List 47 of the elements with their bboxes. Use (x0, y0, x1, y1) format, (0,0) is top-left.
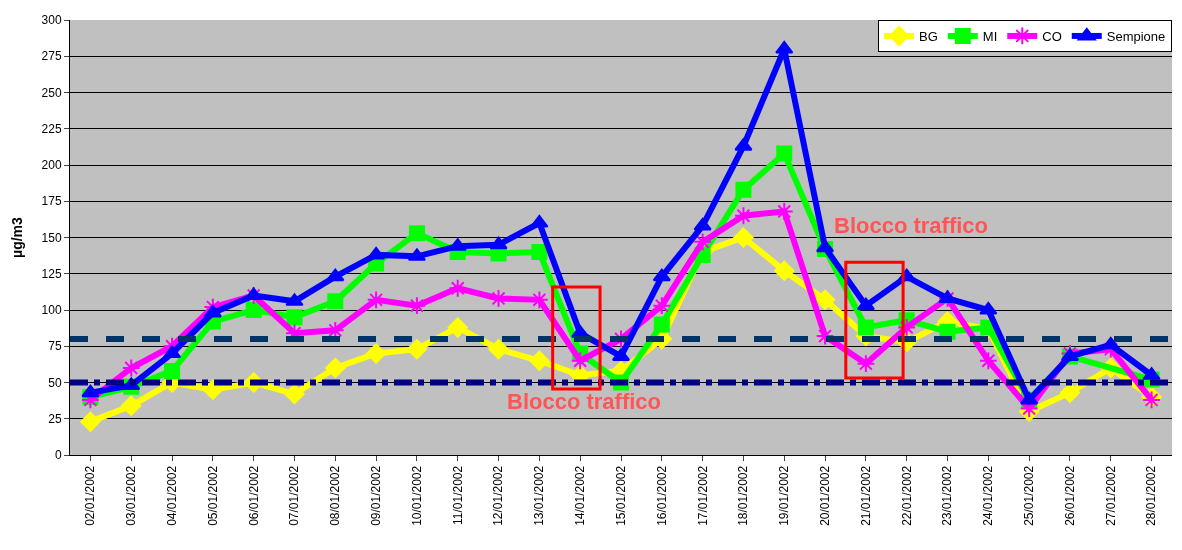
y-tick-label: 250 (41, 85, 62, 100)
x-tick-label: 11/01/2002 (450, 465, 465, 525)
y-axis-title: µg/m3 (9, 216, 26, 258)
y-tick-label: 225 (41, 121, 62, 136)
x-tick-label: 16/01/2002 (654, 465, 669, 526)
y-tick-label: 0 (54, 448, 62, 463)
x-tick-label: 05/01/2002 (205, 465, 220, 526)
x-tick-label: 27/01/2002 (1103, 465, 1118, 526)
legend-label: BG (919, 29, 938, 45)
y-tick-label: 100 (41, 303, 62, 318)
x-tick-label: 09/01/2002 (369, 465, 384, 526)
y-tick-label: 150 (41, 230, 62, 245)
x-tick-label: 18/01/2002 (736, 465, 751, 526)
x-tick-label: 23/01/2002 (940, 465, 955, 526)
x-tick-label: 28/01/2002 (1144, 465, 1159, 526)
x-tick-label: 19/01/2002 (777, 465, 792, 526)
x-tick-label: 17/01/2002 (695, 465, 710, 526)
legend-label: CO (1042, 29, 1062, 45)
y-tick-label: 175 (41, 194, 62, 209)
y-tick-label: 75 (48, 339, 62, 354)
annotation: Blocco traffico (834, 213, 989, 238)
annotation: Blocco traffico (507, 389, 662, 414)
y-tick-label: 300 (41, 13, 62, 28)
y-tick-label: 50 (48, 375, 62, 390)
x-tick-label: 03/01/2002 (124, 465, 139, 526)
x-tick-label: 13/01/2002 (532, 465, 547, 526)
x-tick-label: 08/01/2002 (328, 465, 343, 526)
x-tick-label: 04/01/2002 (164, 465, 179, 526)
x-tick-label: 21/01/2002 (858, 465, 873, 526)
x-tick-label: 02/01/2002 (83, 465, 98, 526)
x-tick-label: 06/01/2002 (246, 465, 261, 526)
legend-label: MI (982, 29, 998, 45)
x-tick-label: 26/01/2002 (1062, 465, 1077, 526)
x-tick-label: 20/01/2002 (817, 465, 832, 526)
y-tick-label: 275 (41, 49, 62, 64)
y-tick-label: 25 (48, 411, 62, 426)
x-tick-label: 15/01/2002 (613, 465, 628, 526)
x-tick-label: 25/01/2002 (1022, 465, 1037, 526)
x-tick-label: 07/01/2002 (287, 465, 302, 526)
x-tick-label: 10/01/2002 (409, 465, 424, 526)
legend-label: Sempione (1106, 29, 1166, 45)
x-tick-label: 22/01/2002 (899, 465, 914, 526)
y-tick-label: 200 (41, 158, 62, 173)
x-tick-label: 14/01/2002 (573, 465, 588, 526)
y-tick-label: 125 (41, 266, 62, 281)
x-tick-label: 24/01/2002 (981, 465, 996, 526)
x-tick-label: 12/01/2002 (491, 465, 506, 526)
